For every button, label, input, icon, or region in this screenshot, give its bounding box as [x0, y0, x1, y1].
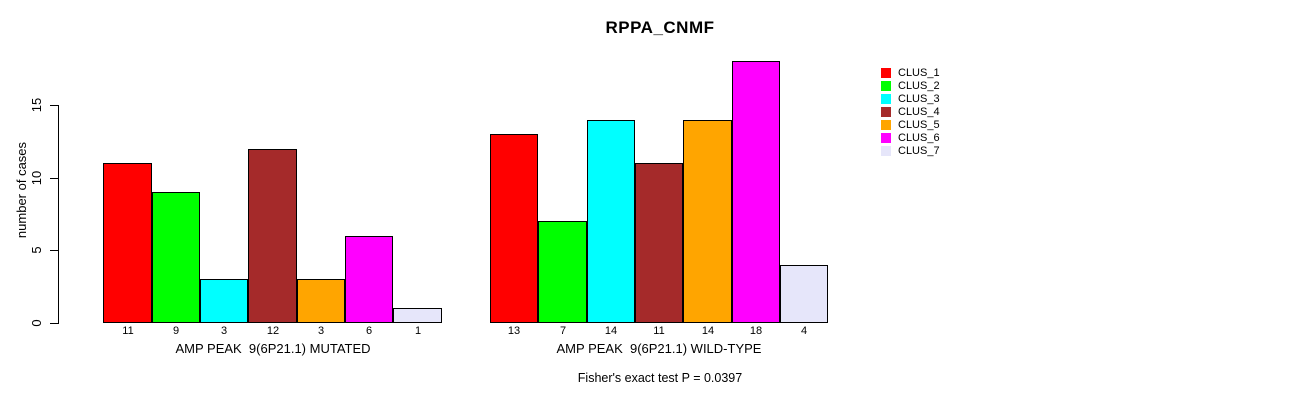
bar-CLUS_2-group2	[538, 221, 587, 323]
bar-value-label: 6	[365, 325, 373, 337]
legend-label: CLUS_3	[898, 93, 940, 105]
y-axis-title: number of cases	[14, 141, 29, 239]
legend-swatch-CLUS_5	[881, 120, 891, 130]
bar-value-label: 14	[604, 325, 618, 337]
bar-CLUS_6-group1	[345, 236, 393, 323]
bar-CLUS_6-group2	[732, 61, 780, 323]
y-axis-tick-label: 5	[29, 246, 44, 254]
bar-value-label: 18	[749, 325, 763, 337]
bar-CLUS_2-group1	[152, 192, 200, 323]
legend-label: CLUS_1	[898, 67, 940, 79]
legend-swatch-CLUS_4	[881, 107, 891, 117]
bar-CLUS_5-group1	[297, 279, 345, 323]
y-axis-tick-label: 0	[29, 319, 44, 327]
bar-value-label: 12	[266, 325, 280, 337]
fisher-test-note: Fisher's exact test P = 0.0397	[577, 371, 743, 385]
bar-CLUS_1-group1	[103, 163, 152, 323]
y-axis-tick-label: 10	[29, 170, 44, 186]
bar-value-label: 13	[507, 325, 521, 337]
bar-value-label: 11	[122, 325, 134, 337]
legend-label: CLUS_4	[898, 106, 940, 118]
legend-label: CLUS_7	[898, 145, 940, 157]
legend-swatch-CLUS_1	[881, 68, 891, 78]
x-axis-group-label: AMP PEAK 9(6P21.1) WILD-TYPE	[556, 341, 762, 356]
y-axis-tick-label: 15	[29, 97, 44, 113]
bar-CLUS_7-group2	[780, 265, 828, 323]
legend-swatch-CLUS_2	[881, 81, 891, 91]
bar-value-label: 14	[701, 325, 715, 337]
legend-label: CLUS_6	[898, 132, 940, 144]
bar-value-label: 3	[317, 325, 325, 337]
y-axis-line	[58, 105, 59, 324]
x-axis-group-label: AMP PEAK 9(6P21.1) MUTATED	[175, 341, 371, 356]
legend-swatch-CLUS_3	[881, 94, 891, 104]
legend-label: CLUS_2	[898, 80, 940, 92]
bar-CLUS_3-group1	[200, 279, 248, 323]
y-axis-tick	[50, 178, 58, 179]
legend-label: CLUS_5	[898, 119, 940, 131]
bar-value-label: 1	[414, 325, 422, 337]
bar-value-label: 4	[800, 325, 808, 337]
bar-CLUS_1-group2	[490, 134, 538, 323]
y-axis-tick	[50, 250, 58, 251]
y-axis-tick	[50, 105, 58, 106]
bar-value-label: 7	[559, 325, 567, 337]
bar-CLUS_5-group2	[683, 120, 732, 323]
bar-CLUS_7-group1	[393, 308, 442, 323]
chart-title: RPPA_CNMF	[605, 18, 715, 37]
bar-CLUS_4-group2	[635, 163, 683, 323]
legend-swatch-CLUS_7	[881, 146, 891, 156]
bar-value-label: 3	[220, 325, 228, 337]
bar-CLUS_4-group1	[248, 149, 297, 323]
legend-swatch-CLUS_6	[881, 133, 891, 143]
y-axis-tick	[50, 323, 58, 324]
bar-CLUS_3-group2	[587, 120, 635, 323]
bar-value-label: 11	[653, 325, 665, 337]
bar-value-label: 9	[172, 325, 180, 337]
